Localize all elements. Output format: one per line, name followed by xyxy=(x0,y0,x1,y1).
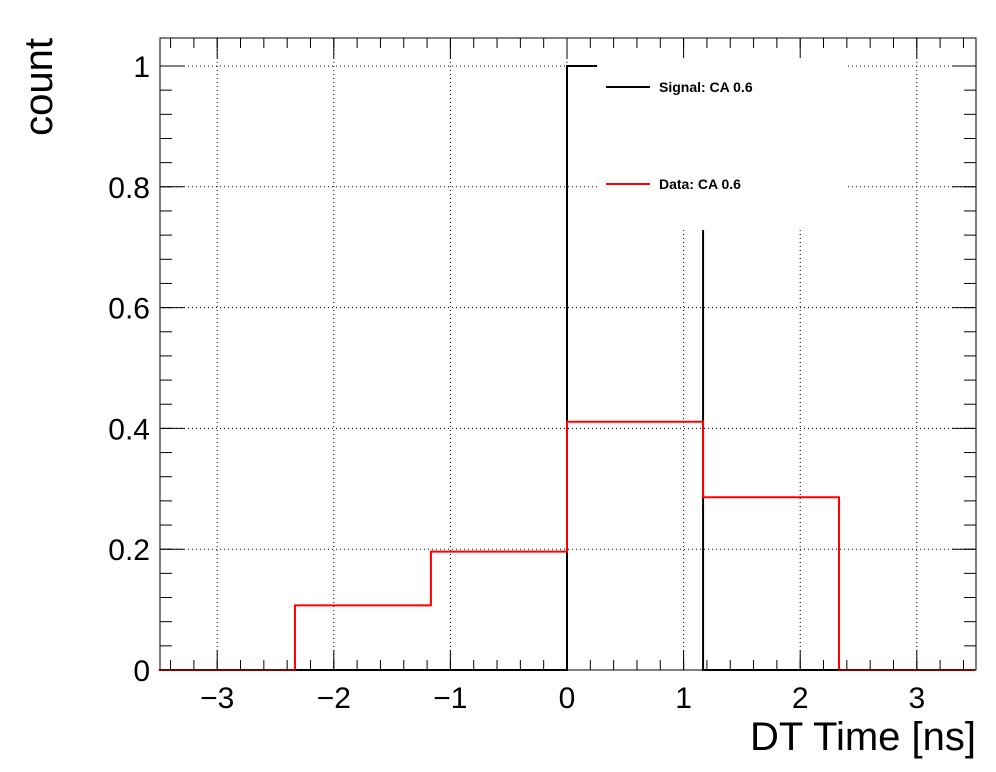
tick-labels: −3 −2 −1 0 1 2 3 0 0.2 0.4 0.6 0.8 1 xyxy=(108,51,925,715)
series-step-line xyxy=(158,420,976,671)
series-step-line xyxy=(158,65,976,671)
x-tick-label: −3 xyxy=(200,682,234,715)
y-tick-label: 0.4 xyxy=(108,413,150,446)
x-tick-label: −1 xyxy=(433,682,467,715)
x-tick-label: 3 xyxy=(908,682,925,715)
plot-frame xyxy=(159,37,977,671)
tick-marks xyxy=(160,38,976,671)
legend-label: Data: CA 0.6 xyxy=(659,176,741,192)
x-tick-label: −2 xyxy=(317,682,351,715)
x-tick-label: 1 xyxy=(675,682,692,715)
y-tick-label: 1 xyxy=(133,51,150,84)
series-layer xyxy=(158,65,976,671)
y-tick-label: 0.6 xyxy=(108,293,150,326)
y-tick-label: 0.8 xyxy=(108,172,150,205)
x-tick-label: 0 xyxy=(559,682,576,715)
x-axis-title: DT Time [ns] xyxy=(750,715,976,759)
y-tick-label: 0.2 xyxy=(108,534,150,567)
y-axis-title: count xyxy=(17,38,61,136)
y-tick-label: 0 xyxy=(133,655,150,688)
legend-label: Signal: CA 0.6 xyxy=(659,79,753,95)
x-tick-label: 2 xyxy=(792,682,809,715)
legend-box xyxy=(597,30,845,230)
legend: Signal: CA 0.6 Data: CA 0.6 xyxy=(606,79,753,192)
